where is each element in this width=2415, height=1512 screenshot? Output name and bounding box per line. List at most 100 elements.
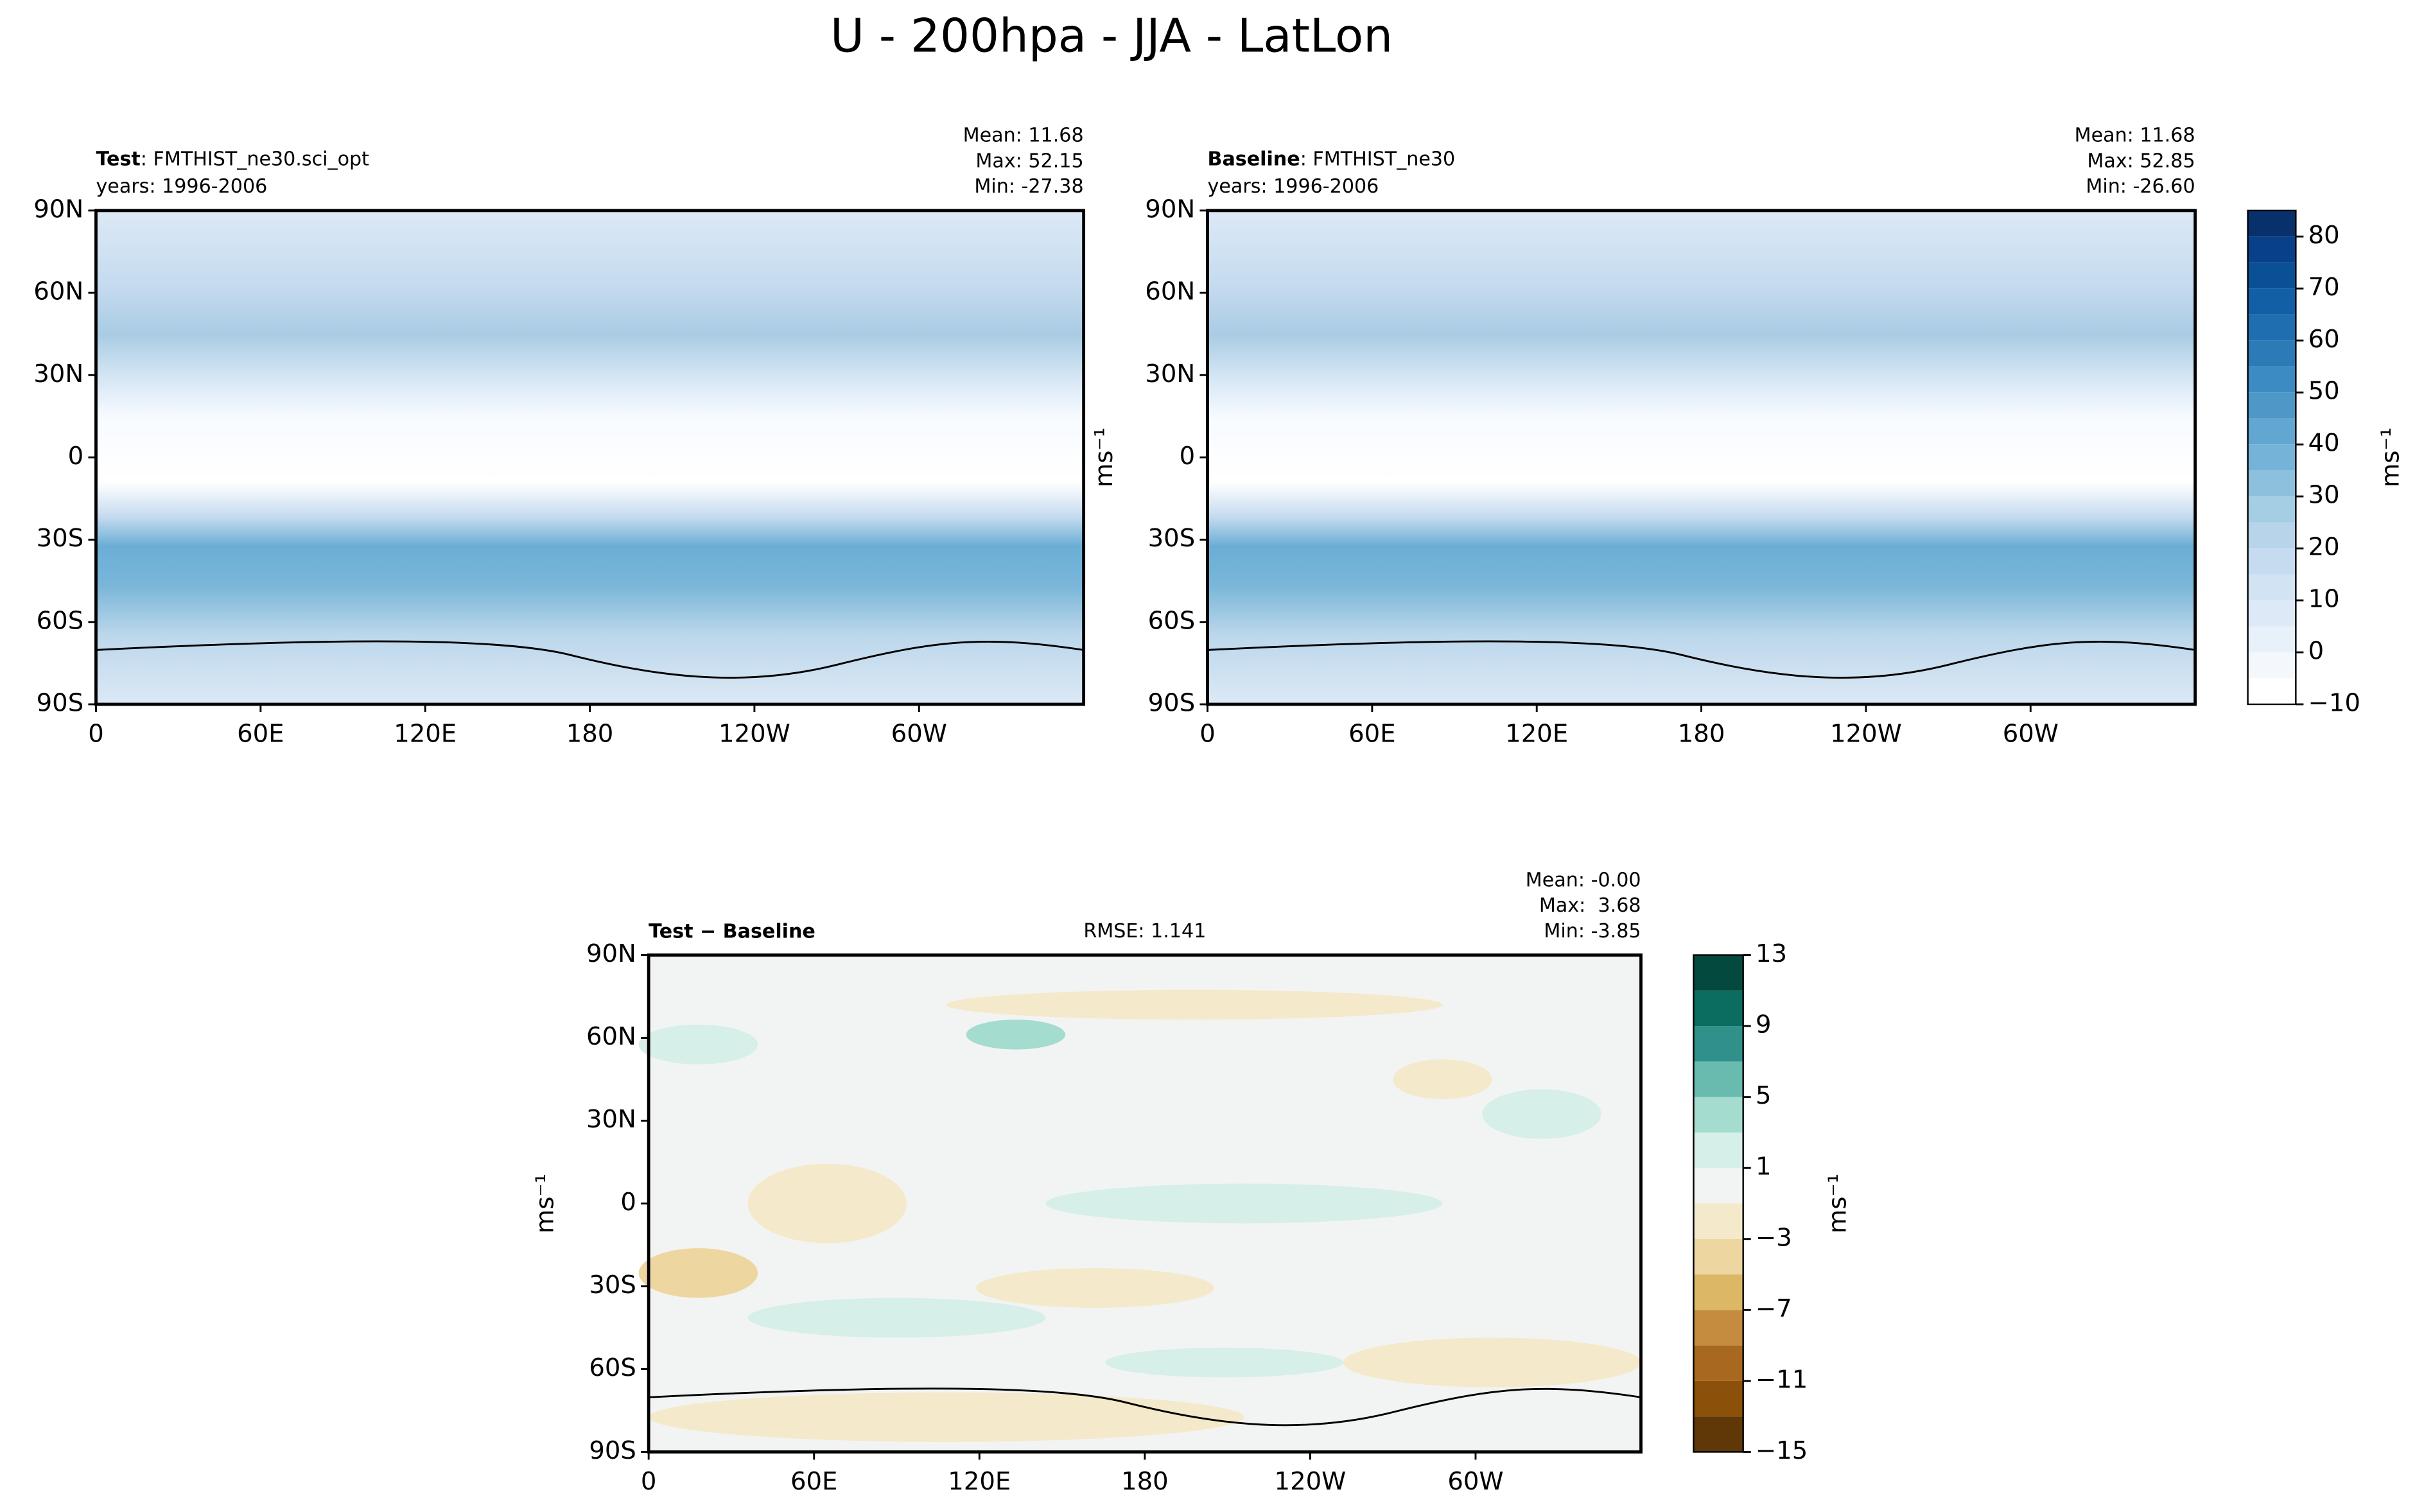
panel-title-bold: Test (96, 148, 140, 170)
panel-title-text: : FMTHIST_ne30.sci_opt (141, 148, 369, 170)
y-tick-label: 90S (1148, 688, 1196, 717)
colorbar-label: ms⁻¹ (2376, 428, 2405, 487)
colorbar-tick-label: −10 (2308, 688, 2360, 717)
coastline (649, 1387, 1641, 1427)
y-axis-label: ms⁻¹ (531, 1174, 560, 1233)
panel-title: Baseline: FMTHIST_ne30 (1208, 148, 1456, 170)
colorbar-band (1693, 1416, 1743, 1452)
colorbar-band (1693, 1310, 1743, 1346)
x-tick-label: 60E (1348, 720, 1395, 749)
y-tick-label: 0 (1180, 442, 1196, 471)
colorbar-band (1693, 1061, 1743, 1097)
colorbar-band (2247, 496, 2296, 523)
colorbar-tick-label: 5 (1756, 1081, 1772, 1110)
x-tick-label: 60W (891, 720, 947, 749)
colorbar-band (2247, 288, 2296, 315)
colorbar-band (1693, 1203, 1743, 1239)
colorbar-band (2247, 210, 2296, 237)
panel-subtitle: years: 1996-2006 (1208, 175, 1379, 198)
y-tick-label: 30N (1145, 360, 1195, 388)
colorbar-band (2247, 392, 2296, 419)
y-tick-label: 90N (33, 195, 83, 223)
y-tick-label: 60N (1145, 277, 1195, 306)
colorbar-band (2247, 236, 2296, 263)
contour-patch (976, 1268, 1215, 1308)
x-tick-label: 120W (1830, 720, 1902, 749)
contour-patch (1482, 1089, 1601, 1139)
colorbar-band (2247, 444, 2296, 471)
x-tick-label: 60E (237, 720, 284, 749)
panel-title: Test − Baseline (649, 920, 815, 943)
colorbar-tick-label: 13 (1756, 939, 1787, 968)
panel-title: Test: FMTHIST_ne30.sci_opt (96, 148, 369, 170)
colorbar-band (1693, 955, 1743, 991)
colorbar-frame (1693, 954, 1744, 1453)
colorbar-tick-label: −7 (1756, 1294, 1792, 1323)
contour-patch (966, 1020, 1066, 1050)
contour-patch (1045, 1183, 1443, 1224)
colorbar-tick-label: 70 (2308, 273, 2340, 302)
contour-field (1207, 210, 2195, 704)
y-tick-label: 60S (37, 606, 84, 635)
y-tick-label: 60S (589, 1353, 636, 1382)
colorbar-band (1693, 1380, 1743, 1417)
y-tick-label: 30N (586, 1105, 636, 1134)
x-tick-label: 120E (1505, 720, 1568, 749)
x-tick-label: 60W (2003, 720, 2059, 749)
coastline (1207, 640, 2195, 679)
panel-title-text: : FMTHIST_ne30 (1300, 148, 1456, 170)
y-tick-label: 30N (33, 360, 83, 388)
colorbar-band (2247, 314, 2296, 341)
colorbar-band (2247, 600, 2296, 627)
contour-field (96, 210, 1084, 704)
colorbar-band (2247, 262, 2296, 289)
colorbar-tick-label: −11 (1756, 1365, 1808, 1394)
x-tick-label: 0 (1199, 720, 1216, 749)
contour-patch (1343, 1337, 1641, 1387)
y-tick-label: 0 (620, 1188, 636, 1217)
y-tick-label: 60N (586, 1022, 636, 1051)
contour-patch (1105, 1347, 1343, 1378)
colorbar-tick-label: 50 (2308, 377, 2340, 406)
x-tick-label: 0 (88, 720, 104, 749)
contour-patch (638, 1024, 758, 1064)
coastline (96, 640, 1084, 679)
y-tick-label: 60N (33, 277, 83, 306)
colorbar-label: ms⁻¹ (1824, 1174, 1853, 1233)
colorbar-tick-label: 60 (2308, 325, 2340, 354)
colorbar-frame (2247, 209, 2297, 706)
panel-title-bold: Test − Baseline (649, 920, 815, 943)
colorbar-band (1693, 1345, 1743, 1381)
colorbar-band (2247, 418, 2296, 445)
contour-patch (747, 1298, 1046, 1338)
colorbar-tick-label: 1 (1756, 1152, 1772, 1181)
y-tick-label: 90N (586, 939, 636, 968)
stat-text: Mean: -0.00 (1526, 869, 1641, 891)
x-tick-label: 180 (566, 720, 614, 749)
colorbar-band (2247, 678, 2296, 704)
panel-subtitle: years: 1996-2006 (96, 175, 267, 198)
x-tick-label: 120W (1275, 1467, 1347, 1496)
contour-patch (638, 1248, 758, 1298)
colorbar-tick-label: −3 (1756, 1223, 1792, 1252)
y-tick-label: 30S (37, 524, 84, 553)
contour-patch (1393, 1059, 1492, 1099)
stat-text: Min: -27.38 (974, 175, 1083, 198)
x-tick-label: 180 (1121, 1467, 1169, 1496)
y-axis-label: ms⁻¹ (1090, 428, 1119, 487)
colorbar-band (2247, 574, 2296, 601)
colorbar-tick-label: 0 (2308, 637, 2324, 666)
colorbar-tick-label: 40 (2308, 429, 2340, 458)
x-tick-label: 60W (1447, 1467, 1503, 1496)
colorbar-band (1693, 1132, 1743, 1169)
colorbar-band (1693, 990, 1743, 1027)
colorbar-band (1693, 1238, 1743, 1275)
colorbar-band (2247, 626, 2296, 653)
colorbar-band (2247, 548, 2296, 575)
panel-title-bold: Baseline (1208, 148, 1300, 170)
colorbar-tick-label: −15 (1756, 1436, 1808, 1465)
x-tick-label: 120W (719, 720, 790, 749)
colorbar-tick-label: 30 (2308, 481, 2340, 510)
